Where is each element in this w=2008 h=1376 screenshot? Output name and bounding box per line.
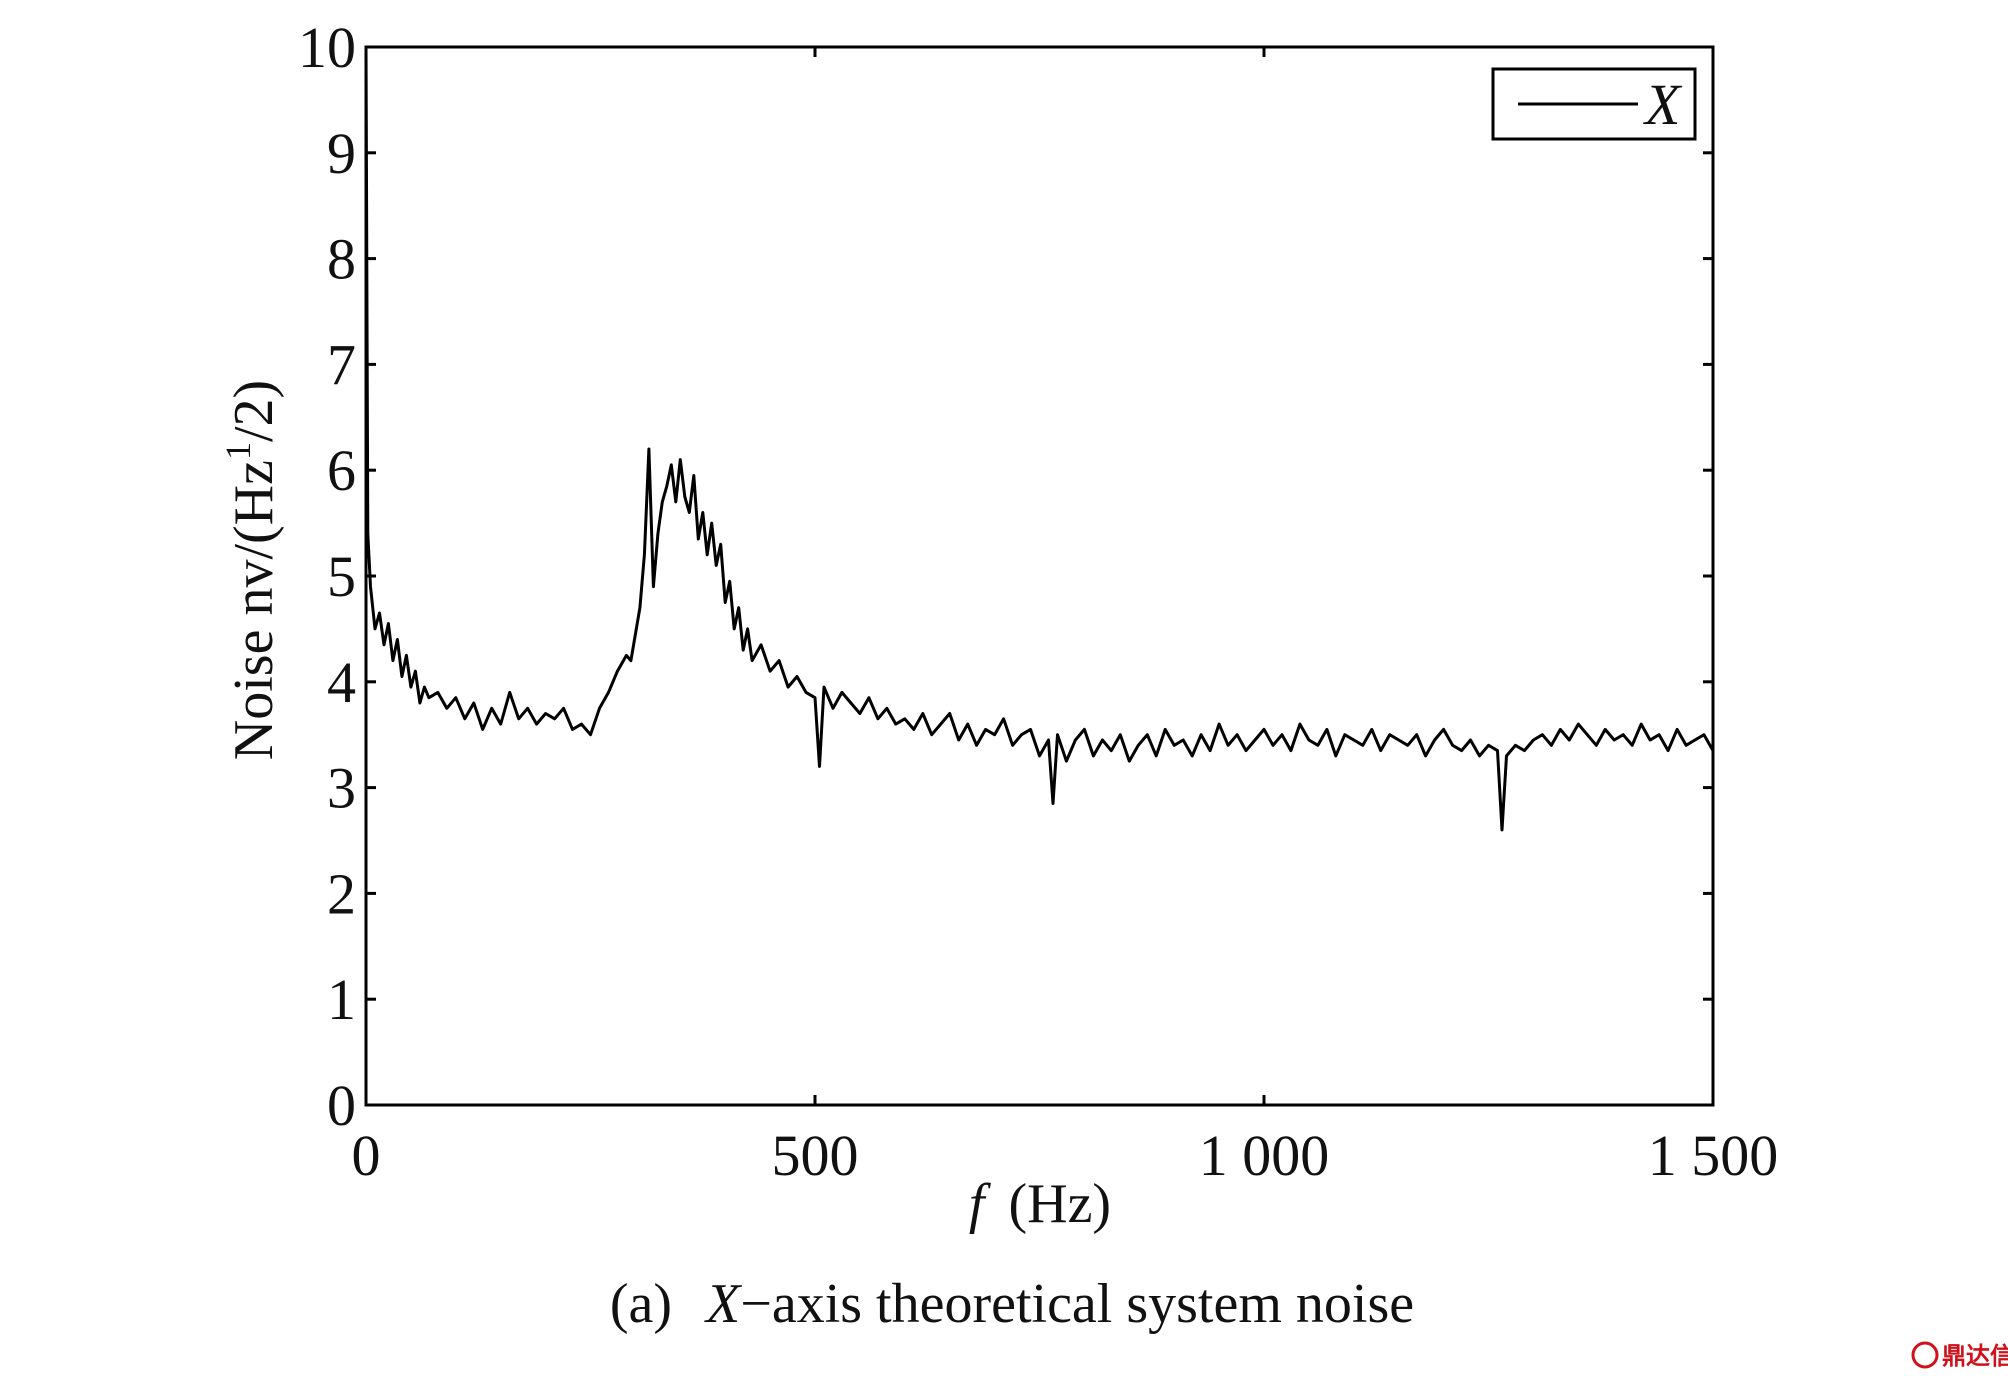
y-tick-label: 2 bbox=[327, 861, 356, 926]
y-tick-label: 1 bbox=[327, 967, 356, 1032]
y-tick-label: 3 bbox=[327, 756, 356, 821]
x-tick-label: 1 000 bbox=[1199, 1123, 1330, 1188]
y-axis-label-tail: /2) bbox=[223, 380, 285, 442]
caption-rest: −axis theoretical system noise bbox=[740, 1273, 1414, 1335]
x-axis-ticks: 0 500 1 000 1 500 bbox=[352, 47, 1779, 1188]
legend-label: X bbox=[1643, 72, 1683, 137]
y-tick-label: 4 bbox=[327, 650, 356, 715]
y-tick-label: 7 bbox=[327, 332, 356, 397]
y-axis-label: Noise nv/(Hz1/2) bbox=[218, 380, 285, 760]
x-axis-label-unit: (Hz) bbox=[1008, 1173, 1111, 1235]
x-axis-label: f (Hz) bbox=[969, 1173, 1111, 1235]
figure-caption: (a) X−axis theoretical system noise bbox=[610, 1273, 1414, 1335]
x-tick-label: 1 500 bbox=[1648, 1123, 1779, 1188]
y-tick-label: 6 bbox=[327, 438, 356, 503]
legend: X bbox=[1491, 67, 1697, 141]
watermark-text: 鼎达信 bbox=[1942, 1342, 2008, 1370]
y-axis-label-main: Noise nv/(Hz bbox=[223, 460, 285, 760]
y-tick-label: 0 bbox=[327, 1073, 356, 1138]
y-axis-label-sup: 1 bbox=[218, 442, 258, 460]
series-layer bbox=[364, 46, 1715, 832]
watermark-logo-icon bbox=[1911, 1341, 1939, 1369]
y-axis-ticks: 0 1 2 3 4 5 6 7 8 9 10 bbox=[298, 15, 1713, 1138]
y-tick-label: 8 bbox=[327, 227, 356, 292]
caption-var: X bbox=[704, 1273, 743, 1335]
plot-frame bbox=[364, 45, 1715, 1107]
x-tick-label: 500 bbox=[772, 1123, 859, 1188]
x-axis-label-var: f bbox=[969, 1173, 992, 1235]
caption-prefix: (a) bbox=[610, 1273, 672, 1335]
x-tick-label: 0 bbox=[352, 1123, 381, 1188]
series-line-X bbox=[364, 46, 1715, 832]
y-tick-label: 10 bbox=[298, 15, 356, 80]
y-tick-label: 5 bbox=[327, 544, 356, 609]
watermark: 鼎达信 bbox=[1911, 1341, 2008, 1370]
y-tick-label: 9 bbox=[327, 121, 356, 186]
